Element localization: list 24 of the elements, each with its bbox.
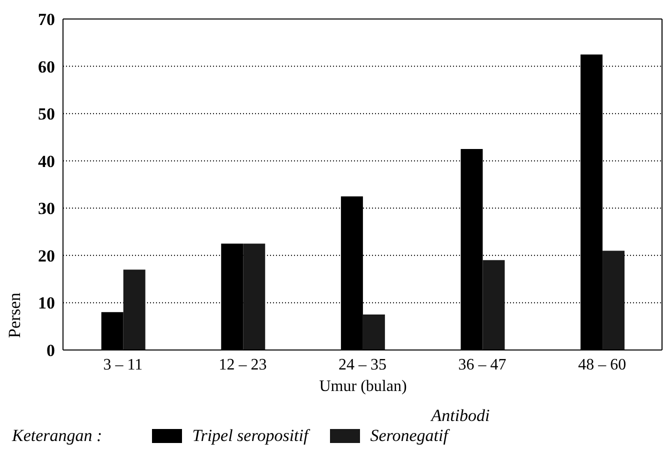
- bar: [123, 270, 146, 350]
- bar: [482, 260, 505, 350]
- x-tick-label: 12 – 23: [218, 356, 267, 374]
- y-axis-title: Persen: [5, 292, 24, 338]
- x-tick-label: 3 – 11: [103, 356, 143, 374]
- legend-title: Antibodi: [429, 406, 491, 426]
- y-tick-label: 70: [38, 10, 55, 30]
- x-tick-label: 36 – 47: [458, 356, 506, 374]
- legend-label: Seronegatif: [369, 426, 448, 446]
- y-tick-label: 60: [38, 57, 55, 76]
- y-tick-label: 50: [38, 104, 55, 124]
- legend-label: Tripel seropositif: [191, 426, 308, 446]
- bar: [362, 314, 385, 350]
- y-tick-label: 10: [38, 294, 55, 313]
- y-tick-label: 40: [38, 152, 55, 171]
- x-tick-label: 48 – 60: [578, 356, 626, 374]
- y-tick-label: 0: [46, 341, 55, 360]
- y-tick-label: 20: [38, 246, 55, 266]
- bar: [602, 250, 625, 350]
- bar: [243, 244, 266, 350]
- x-axis-title: Umur (bulan): [318, 378, 408, 396]
- text: Keterangan :: [12, 426, 102, 446]
- y-tick-label: 30: [38, 199, 55, 218]
- x-tick-label: 24 – 35: [338, 356, 386, 374]
